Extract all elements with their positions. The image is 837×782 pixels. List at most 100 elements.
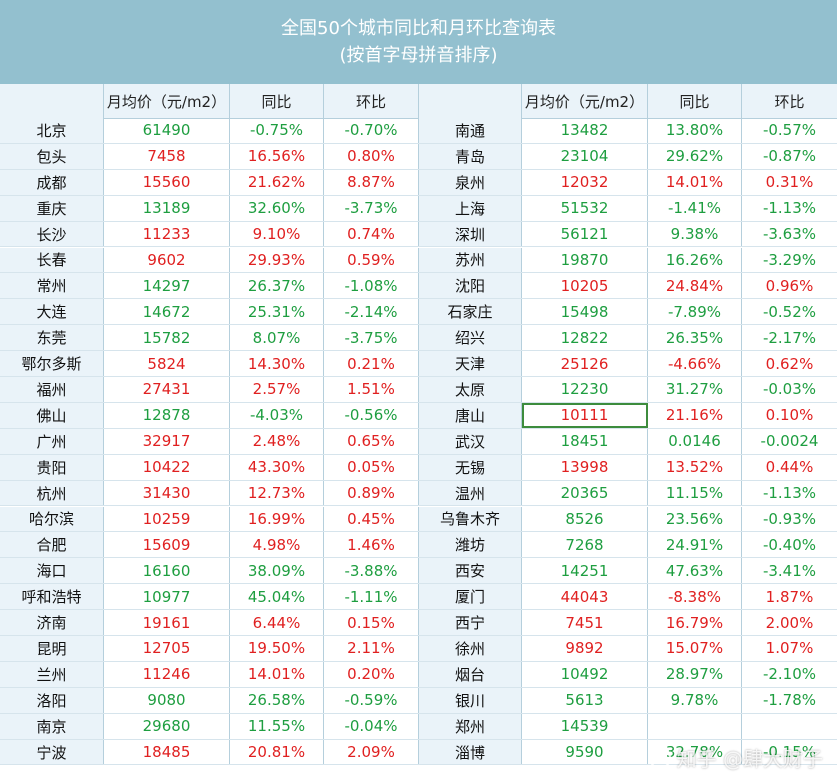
left-mom-cell[interactable]: -0.59% (324, 687, 419, 713)
right-price-cell[interactable]: 5613 (522, 687, 648, 713)
left-price-cell[interactable]: 18485 (104, 739, 230, 765)
left-yoy-cell[interactable]: -4.03% (230, 402, 324, 428)
left-yoy-cell[interactable]: 4.98% (230, 532, 324, 558)
right-mom-cell[interactable]: -0.15% (762, 743, 817, 762)
left-yoy-cell[interactable]: 6.44% (230, 610, 324, 635)
right-yoy-cell[interactable]: 14.01% (648, 169, 742, 195)
right-price-cell[interactable]: 7451 (522, 610, 648, 635)
right-city-cell[interactable]: 西安 (419, 558, 522, 584)
left-yoy-cell[interactable]: 26.37% (230, 273, 324, 299)
right-price-cell[interactable]: 13482 (522, 118, 648, 143)
left-mom-cell[interactable]: -3.88% (324, 558, 419, 584)
header-price-left[interactable]: 月均价（元/m2） (104, 84, 230, 118)
left-mom-cell[interactable]: 0.74% (324, 221, 419, 247)
right-city-cell[interactable]: 南通 (419, 118, 522, 143)
left-mom-cell[interactable]: -3.75% (324, 325, 419, 351)
right-mom-cell[interactable]: 1.07% (765, 639, 814, 658)
left-price-cell[interactable]: 10259 (104, 506, 230, 532)
right-price-cell[interactable]: 12032 (522, 169, 648, 195)
right-mom-cell[interactable]: -1.13% (762, 484, 817, 503)
right-yoy-cell[interactable]: 31.27% (648, 377, 742, 402)
right-price-cell[interactable]: 44043 (522, 584, 648, 610)
right-yoy-cell[interactable]: 16.79% (648, 610, 742, 635)
right-yoy-cell[interactable]: 24.84% (648, 273, 742, 299)
left-city-cell[interactable]: 合肥 (0, 532, 104, 558)
right-yoy-cell[interactable]: 23.56% (648, 506, 742, 532)
left-yoy-cell[interactable]: 16.99% (230, 506, 324, 532)
right-yoy-cell[interactable]: 24.91% (648, 532, 742, 558)
right-mom-cell[interactable]: -2.17% (762, 328, 817, 347)
left-yoy-cell[interactable]: 14.01% (230, 661, 324, 687)
right-city-cell[interactable]: 唐山 (419, 402, 522, 428)
right-city-cell[interactable]: 上海 (419, 195, 522, 221)
right-price-cell[interactable]: 51532 (522, 195, 648, 221)
left-mom-cell[interactable]: 0.80% (324, 143, 419, 169)
right-city-cell[interactable]: 泉州 (419, 169, 522, 195)
right-yoy-cell[interactable]: 9.38% (648, 221, 742, 247)
left-city-cell[interactable]: 广州 (0, 428, 104, 454)
left-city-cell[interactable]: 重庆 (0, 195, 104, 221)
right-yoy-cell[interactable]: -1.41% (648, 195, 742, 221)
right-yoy-cell[interactable]: 21.16% (648, 402, 742, 428)
header-yoy-right[interactable]: 同比 (648, 84, 742, 118)
right-yoy-cell[interactable]: 47.63% (648, 558, 742, 584)
header-mom-right[interactable]: 环比 (742, 84, 837, 118)
left-price-cell[interactable]: 9080 (104, 687, 230, 713)
left-yoy-cell[interactable]: 45.04% (230, 584, 324, 610)
left-price-cell[interactable]: 29680 (104, 713, 230, 739)
left-price-cell[interactable]: 10977 (104, 584, 230, 610)
right-yoy-cell[interactable]: 32.78% (648, 739, 742, 765)
right-city-cell[interactable]: 青岛 (419, 143, 522, 169)
left-price-cell[interactable]: 10422 (104, 454, 230, 480)
right-price-cell[interactable]: 14251 (522, 558, 648, 584)
left-mom-cell[interactable]: -0.04% (324, 713, 419, 739)
right-mom-cell[interactable]: 0.31% (765, 173, 814, 192)
right-city-cell[interactable]: 郑州 (419, 713, 522, 739)
right-yoy-cell[interactable]: 16.26% (648, 247, 742, 273)
right-yoy-cell[interactable]: 29.62% (648, 143, 742, 169)
left-yoy-cell[interactable]: 25.31% (230, 299, 324, 325)
left-city-cell[interactable]: 北京 (0, 118, 104, 143)
right-mom-cell[interactable]: -3.29% (762, 250, 817, 269)
left-price-cell[interactable]: 12878 (104, 402, 230, 428)
left-mom-cell[interactable]: 0.21% (324, 351, 419, 376)
left-mom-cell[interactable]: 0.45% (324, 506, 419, 532)
left-price-cell[interactable]: 5824 (104, 351, 230, 376)
left-city-cell[interactable]: 昆明 (0, 636, 104, 661)
right-mom-cell[interactable]: 0.96% (765, 276, 814, 295)
left-price-cell[interactable]: 16160 (104, 558, 230, 584)
right-price-cell[interactable]: 15498 (522, 299, 648, 325)
right-city-cell[interactable]: 淄博 (419, 739, 522, 765)
left-city-cell[interactable]: 哈尔滨 (0, 506, 104, 532)
left-yoy-cell[interactable]: 19.50% (230, 636, 324, 661)
left-price-cell[interactable]: 11246 (104, 661, 230, 687)
left-city-cell[interactable]: 成都 (0, 169, 104, 195)
left-price-cell[interactable]: 13189 (104, 195, 230, 221)
left-mom-cell[interactable]: 0.20% (324, 661, 419, 687)
left-mom-cell[interactable]: 1.51% (324, 377, 419, 402)
left-yoy-cell[interactable]: 16.56% (230, 143, 324, 169)
right-mom-cell[interactable]: -2.10% (762, 665, 817, 684)
right-price-cell[interactable]: 19870 (522, 247, 648, 273)
right-mom-cell[interactable]: -3.63% (762, 225, 817, 244)
right-city-cell[interactable]: 温州 (419, 480, 522, 506)
right-city-cell[interactable]: 银川 (419, 687, 522, 713)
left-price-cell[interactable]: 11233 (104, 221, 230, 247)
right-mom-cell[interactable]: -0.87% (762, 147, 817, 166)
left-yoy-cell[interactable]: 12.73% (230, 480, 324, 506)
left-mom-cell[interactable]: -3.73% (324, 195, 419, 221)
left-yoy-cell[interactable]: 38.09% (230, 558, 324, 584)
right-price-cell[interactable]: 20365 (522, 480, 648, 506)
right-mom-cell[interactable]: 0.44% (765, 458, 814, 477)
left-yoy-cell[interactable]: 43.30% (230, 454, 324, 480)
right-city-cell[interactable]: 绍兴 (419, 325, 522, 351)
left-city-cell[interactable]: 包头 (0, 143, 104, 169)
right-mom-cell[interactable]: -1.13% (762, 199, 817, 218)
right-mom-cell[interactable]: -3.41% (762, 561, 817, 580)
header-city-right[interactable] (419, 84, 522, 118)
right-mom-cell[interactable]: 2.00% (765, 613, 814, 632)
left-yoy-cell[interactable]: 26.58% (230, 687, 324, 713)
right-city-cell[interactable]: 深圳 (419, 221, 522, 247)
left-price-cell[interactable]: 14297 (104, 273, 230, 299)
right-price-cell[interactable]: 10205 (522, 273, 648, 299)
